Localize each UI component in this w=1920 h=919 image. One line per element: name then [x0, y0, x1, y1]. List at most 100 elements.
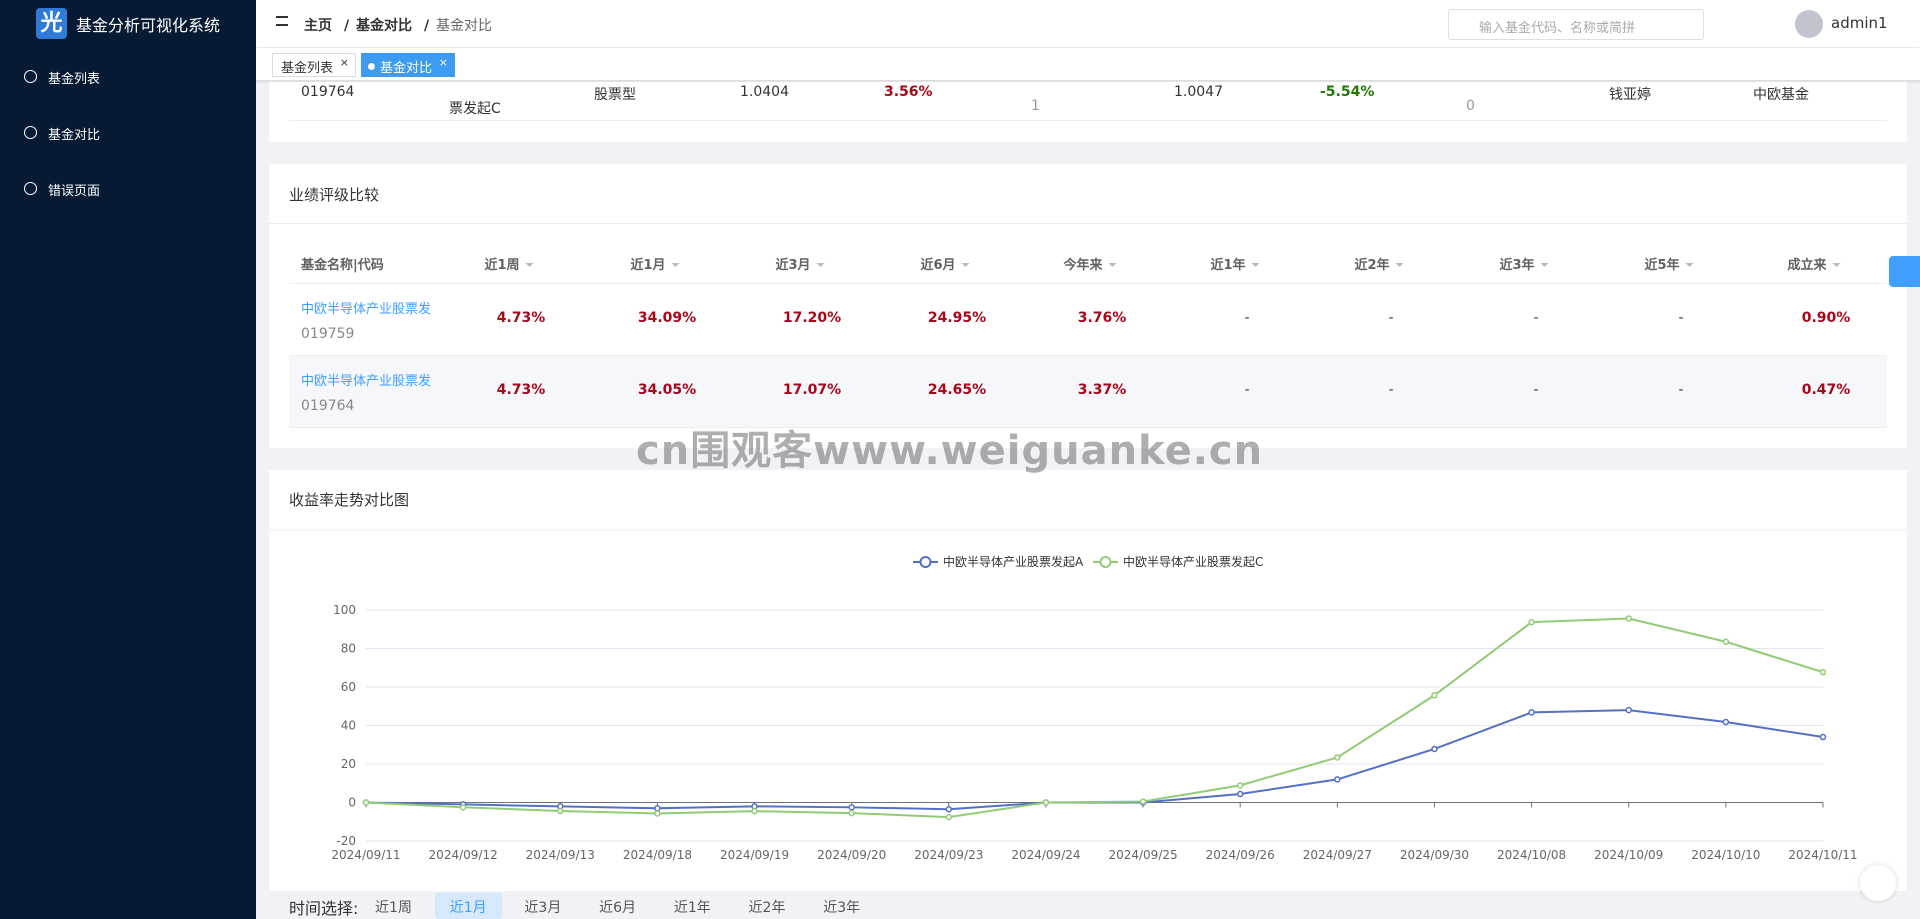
time-option[interactable]: 近3年	[808, 893, 876, 919]
breadcrumb[interactable]: 主页	[304, 15, 349, 35]
point	[362, 799, 370, 806]
point	[1236, 790, 1244, 798]
table-cell: -	[1678, 382, 1684, 398]
logo: 光	[36, 8, 67, 39]
table-cell: -	[1244, 382, 1250, 398]
column-header[interactable]: 近1周	[484, 254, 533, 273]
time-option[interactable]: 近3月	[509, 893, 577, 919]
app-title: 基金分析可视化系统	[76, 16, 221, 35]
table-cell: 1.0047	[1174, 84, 1223, 100]
point	[1431, 692, 1438, 699]
breadcrumb[interactable]: 基金对比	[356, 15, 429, 35]
y-tick-label: 0	[348, 796, 356, 810]
column-header[interactable]: 成立来	[1787, 254, 1840, 273]
table-cell: 1	[1031, 98, 1040, 114]
y-tick-label: 100	[333, 603, 356, 617]
point	[1625, 706, 1632, 714]
table-cell: -	[1533, 382, 1539, 398]
x-tick-label: 2024/09/13	[526, 848, 595, 862]
time-option[interactable]: 近1月	[434, 893, 502, 919]
table-cell: 0.47%	[1801, 382, 1851, 398]
table-cell: 3.37%	[1077, 382, 1127, 398]
point	[848, 804, 855, 811]
sidebar: 光 基金分析可视化系统 基金列表 基金对比 错误页面	[0, 0, 256, 919]
watermark: cn围观客www.weiguanke.cn	[636, 428, 1264, 474]
table-cell: -	[1388, 382, 1394, 398]
line	[365, 617, 1824, 819]
fund-code: 019759	[301, 326, 355, 342]
table-cell: 3.56%	[884, 84, 933, 100]
tab[interactable]: 基金列表	[272, 53, 357, 77]
search-input[interactable]: 输入基金代码、名称或简拼	[1448, 9, 1704, 40]
table-cell: 股票型	[594, 87, 636, 103]
legend-label: 中欧半导体产业股票发起A	[943, 554, 1084, 569]
column-header[interactable]: 今年来	[1063, 254, 1116, 273]
point	[1625, 615, 1632, 622]
username[interactable]: admin1	[1831, 14, 1888, 32]
x-tick-label: 2024/09/30	[1400, 848, 1469, 862]
table-cell: -5.54%	[1320, 84, 1375, 100]
legend-label: 中欧半导体产业股票发起C	[1123, 554, 1263, 569]
tab[interactable]: 基金对比	[361, 53, 456, 77]
y-tick-label: 40	[341, 719, 356, 733]
table-cell: -	[1388, 310, 1394, 326]
column-header[interactable]: 近5年	[1644, 254, 1693, 273]
x-tick-label: 2024/09/27	[1303, 848, 1372, 862]
x-tick-label: 2024/09/11	[331, 848, 400, 862]
column-header[interactable]: 近3年	[1499, 254, 1548, 273]
section-title: 业绩评级比较	[289, 186, 380, 204]
point	[1334, 754, 1341, 761]
table-cell: -	[1244, 310, 1250, 326]
table-cell: 24.95%	[927, 310, 987, 326]
y-tick-label: -20	[336, 834, 356, 848]
table-cell: 4.73%	[496, 382, 546, 398]
row-bg	[289, 356, 1887, 427]
fund-code: 019764	[301, 398, 355, 414]
point	[654, 805, 661, 812]
point	[1139, 798, 1147, 805]
chart: 收益率走势对比图 -20 0 20 40 60 80 100 2024/09/11 2024/09…	[269, 491, 1907, 862]
menu-item[interactable]: 错误页面	[24, 180, 234, 199]
point	[1042, 799, 1050, 806]
column-header[interactable]: 近6月	[920, 254, 969, 273]
point	[848, 809, 855, 817]
x-tick-label: 2024/09/18	[623, 848, 692, 862]
x-tick-label: 2024/10/10	[1691, 848, 1760, 862]
time-label: 时间选择:	[289, 899, 359, 918]
x-tick-label: 2024/09/12	[429, 848, 498, 862]
info-card: 019764 票发起C 股票型 1.0404 3.56% 1 1.0047 -5.54% 0 钱亚…	[269, 82, 1907, 142]
table-cell: -	[1533, 310, 1539, 326]
column-header[interactable]: 近1年	[1210, 254, 1259, 273]
x-tick-label: 2024/10/09	[1594, 848, 1663, 862]
column-header[interactable]: 近3月	[775, 254, 824, 273]
column-header[interactable]: 近1月	[630, 254, 679, 273]
menu-toggle[interactable]	[276, 16, 288, 26]
row-line	[289, 427, 1887, 428]
fund-name[interactable]: 中欧半导体产业股票发	[301, 302, 432, 317]
menu-item[interactable]: 基金对比	[24, 124, 100, 143]
time-option[interactable]: 近2年	[733, 893, 801, 919]
avatar[interactable]	[1795, 10, 1823, 38]
table-cell: 24.65%	[927, 382, 987, 398]
point	[1236, 782, 1244, 789]
time-option[interactable]: 近1年	[658, 893, 726, 919]
point	[751, 807, 758, 815]
breadcrumb: 基金对比	[436, 18, 492, 34]
point	[1722, 718, 1730, 726]
point	[1819, 733, 1827, 741]
x-tick-label: 2024/09/24	[1011, 848, 1080, 862]
time-option[interactable]: 近1周	[360, 893, 427, 919]
column-header[interactable]: 近2年	[1354, 254, 1403, 273]
y-tick-label: 80	[341, 642, 356, 656]
table-cell: 0	[1466, 98, 1475, 114]
back-to-top[interactable]	[1860, 865, 1896, 901]
time-option[interactable]: 近6月	[584, 893, 652, 919]
fund-name[interactable]: 中欧半导体产业股票发	[301, 374, 432, 389]
menu-item[interactable]: 基金列表	[24, 68, 100, 87]
table-cell: 票发起C	[449, 101, 501, 117]
x-tick-label: 2024/09/23	[914, 848, 983, 862]
legend-marker	[919, 556, 932, 568]
settings-button[interactable]	[1889, 256, 1920, 287]
x-tick-label: 2024/10/08	[1497, 848, 1566, 862]
